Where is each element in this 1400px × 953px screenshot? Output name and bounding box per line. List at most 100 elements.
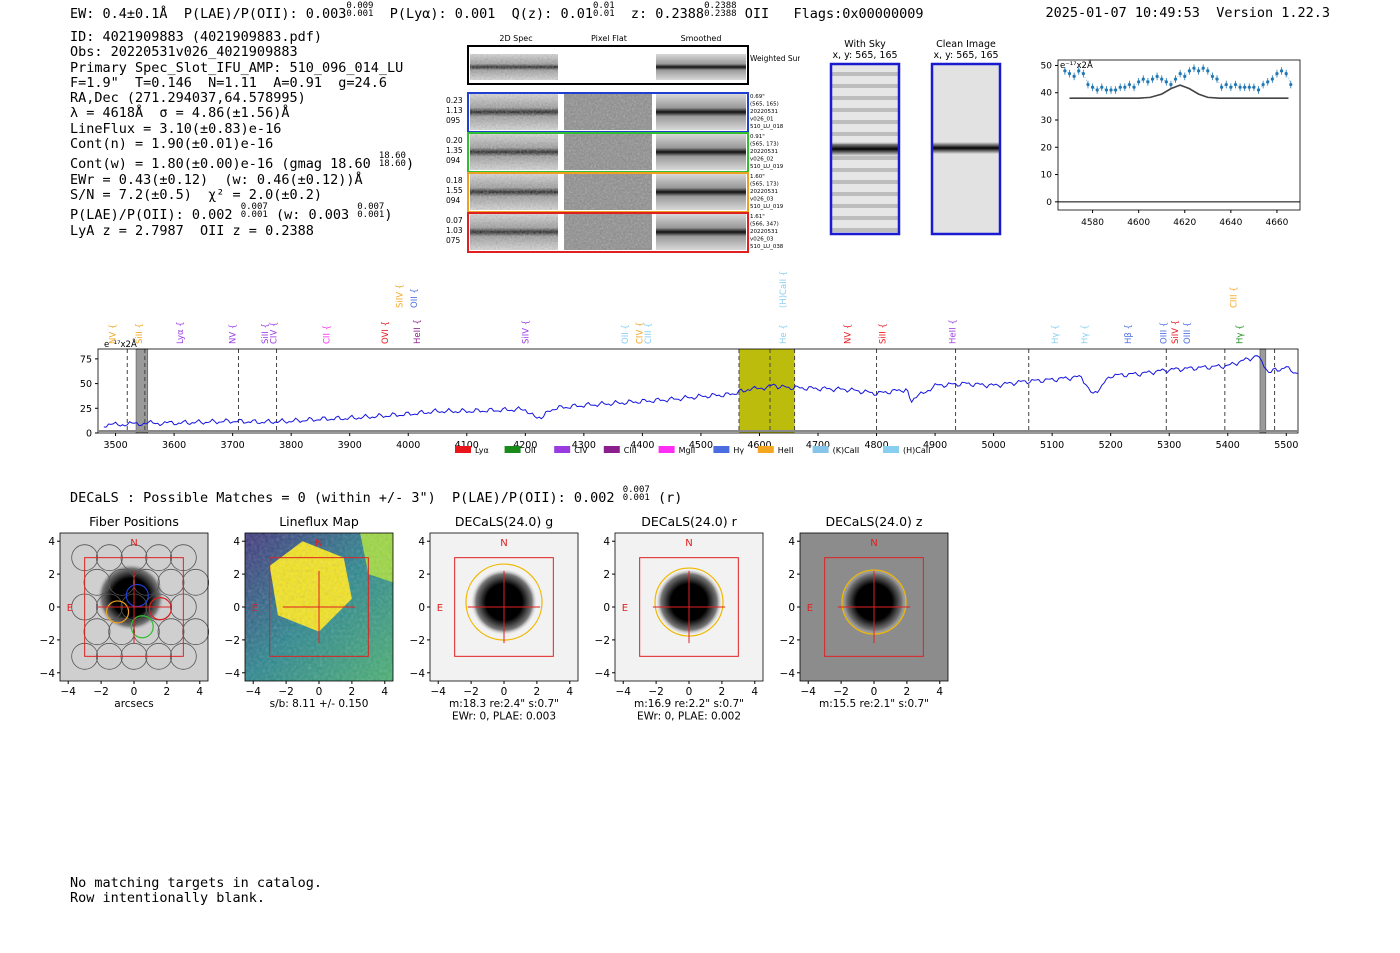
weighted-sum-row: Weighted Sum bbox=[467, 45, 800, 85]
info-contn: Cont(n) = 1.90(±0.01)e-16 bbox=[70, 136, 274, 153]
highlight-band bbox=[738, 349, 795, 433]
flags-value: Flags:0x00000009 bbox=[793, 6, 924, 22]
full-unit-label: e⁻¹⁷x2Å bbox=[104, 338, 137, 350]
header-summary: EW: 0.4±0.1Å P(LAE)/P(OII): 0.003 0.009 0.… bbox=[70, 1, 924, 23]
fiber-blue bbox=[125, 583, 149, 608]
zoom-data-point bbox=[1114, 88, 1118, 92]
legend-swatch bbox=[554, 446, 571, 453]
legend-item: CIV bbox=[554, 446, 588, 455]
legend-item: Hγ bbox=[713, 446, 744, 455]
spectral-line-label: HeII { bbox=[413, 319, 423, 344]
fiber-circle bbox=[108, 618, 136, 646]
spectral-line-label: CIII { bbox=[644, 322, 654, 344]
fiber-circle bbox=[157, 568, 185, 596]
spectral-line-label: SiIV { bbox=[1171, 320, 1181, 344]
panel-xtick-label: 4 bbox=[381, 686, 388, 698]
panel-ytick-label: 2 bbox=[788, 569, 795, 581]
plae-range: 0.009 0.001 bbox=[346, 1, 374, 19]
panel-ytick-label: −4 bbox=[595, 668, 611, 680]
full-spectrum-chart: 0 25 50 75 3500 3600 3700 3800 3900 4000 4100 4200 4… bbox=[80, 271, 1299, 455]
timestamp-version: 2025-01-07 10:49:53 Version 1.22.3 bbox=[1046, 5, 1331, 21]
east-label: E bbox=[807, 603, 813, 614]
full-xtick-label: 4400 bbox=[630, 440, 654, 451]
qz-range: 0.01 0.01 bbox=[592, 1, 615, 19]
cutout-left-label: 1.35 bbox=[446, 146, 463, 155]
east-label: E bbox=[67, 603, 73, 614]
legend-swatch bbox=[883, 446, 899, 453]
fiber-red bbox=[148, 597, 172, 621]
z-range: 0.2388 0.2388 bbox=[704, 1, 737, 19]
catalog-footer: No matching targets in catalog. Row inte… bbox=[70, 876, 322, 906]
info-obs: Obs: 20220531v026_4021909883 bbox=[70, 44, 298, 61]
search-box bbox=[269, 557, 369, 657]
cutout-flat-noise bbox=[564, 134, 652, 170]
fiber-circle bbox=[182, 618, 210, 646]
panel-ytick-label: −2 bbox=[225, 635, 240, 647]
zoom-data-point bbox=[1146, 80, 1150, 84]
panel-xtick-label: −4 bbox=[615, 686, 631, 698]
full-xtick-label: 4600 bbox=[747, 440, 771, 451]
cutout-smoothed bbox=[656, 134, 746, 170]
cutout-right-label: v026_03 bbox=[750, 197, 774, 203]
legend-item: (H)CaII bbox=[883, 446, 930, 455]
panel-title: Lineflux Map bbox=[279, 514, 359, 529]
panel-xtick-label: −4 bbox=[245, 686, 261, 698]
with-sky-coords: x, y: 565, 165 bbox=[832, 50, 897, 61]
zoom-data-point bbox=[1279, 69, 1284, 73]
panel-xtick-label: −2 bbox=[93, 686, 108, 698]
cutout-right-label: 510_LU_019 bbox=[750, 164, 784, 170]
cutout-right-label: 510_LU_038 bbox=[750, 244, 784, 250]
panel-xtick-label: 2 bbox=[534, 686, 541, 698]
cutout-left-label: 094 bbox=[446, 196, 461, 205]
info-primary: Primary Spec_Slot_IFU_AMP: 510_096_014_L… bbox=[70, 59, 404, 76]
cutout-2d-noise bbox=[470, 214, 558, 250]
legend-label: CIV bbox=[574, 446, 588, 455]
cutout-right-label: v026_03 bbox=[750, 237, 774, 243]
spectral-line-label: NV { bbox=[229, 324, 239, 344]
east-label: E bbox=[622, 603, 628, 614]
info-plae: P(LAE)/P(OII): 0.002 0.007 0.001 (w: 0.00… bbox=[70, 202, 393, 224]
spectral-line-label: SiII { bbox=[261, 323, 271, 344]
zoom-data-point bbox=[1160, 77, 1164, 81]
zoom-model-line bbox=[1069, 84, 1289, 99]
info-id: ID: 4021909883 (4021909883.pdf) bbox=[70, 29, 322, 45]
spectral-line-label: (H)CaII { bbox=[779, 271, 789, 308]
panel-title: DECaLS(24.0) z bbox=[826, 514, 923, 529]
legend-swatch bbox=[757, 446, 774, 453]
cutout-left-label: 1.03 bbox=[446, 226, 463, 235]
legend-item: HeII bbox=[757, 446, 793, 455]
z-value: z: 0.2388 bbox=[630, 6, 705, 22]
datetime: 2025-01-07 10:49:53 bbox=[1045, 5, 1200, 21]
search-box bbox=[639, 557, 739, 657]
east-label: E bbox=[252, 603, 258, 614]
zoom-data-point bbox=[1090, 85, 1095, 89]
cutout-header-smoothed: Smoothed bbox=[681, 34, 722, 43]
full-ytick-label: 75 bbox=[80, 354, 92, 365]
fiber-circle bbox=[182, 568, 210, 596]
footer-line-1: No matching targets in catalog. bbox=[70, 875, 322, 891]
zoom-data-point bbox=[1261, 82, 1265, 87]
full-xtick-label: 4500 bbox=[689, 440, 713, 451]
search-box bbox=[454, 557, 554, 657]
cutout-right-label: 20220531 bbox=[750, 189, 778, 195]
zoom-data-point bbox=[1095, 88, 1099, 92]
north-label: N bbox=[685, 538, 692, 549]
legend-label: CIII bbox=[624, 446, 637, 455]
full-axes-frame bbox=[97, 348, 1299, 434]
spectrum-line bbox=[103, 355, 1299, 428]
panel-caption: arcsecs bbox=[114, 698, 153, 710]
spectral-line-label: SiIV { bbox=[395, 284, 405, 308]
full-xtick-label: 4900 bbox=[923, 440, 947, 451]
fiber-green bbox=[130, 615, 154, 639]
panel-caption: EWr: 0, PLAE: 0.003 bbox=[452, 711, 556, 723]
zoom-spectrum-chart: 0 10 20 30 40 50 4580 4600 4620 4640 4660 e⁻¹⁷x2Å bbox=[1041, 59, 1301, 228]
cutout-right-label: (565, 165) bbox=[750, 102, 779, 108]
legend-item: Lyα bbox=[455, 446, 489, 455]
zoom-data-point bbox=[1233, 82, 1238, 87]
zoom-data-point bbox=[1141, 77, 1145, 81]
panel-xtick-label: −2 bbox=[833, 686, 848, 698]
cutout-right-label: 510_LU_018 bbox=[750, 124, 784, 130]
zoom-data-point bbox=[1067, 72, 1072, 76]
